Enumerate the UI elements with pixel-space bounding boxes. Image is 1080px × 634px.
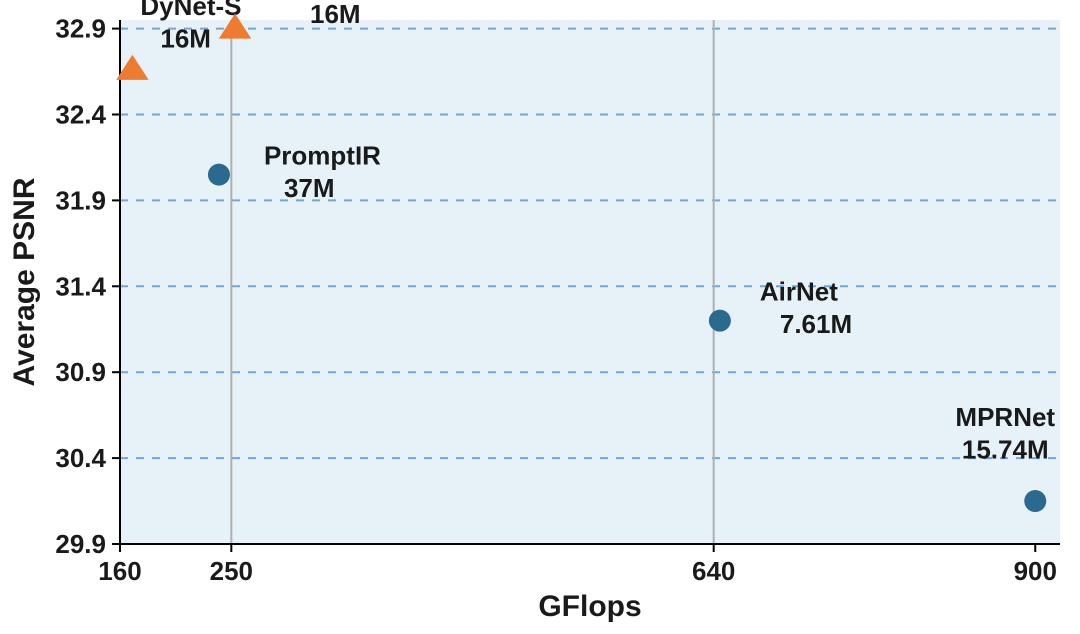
chart-container: 29.9 30.4 30.9 31.4 31.9 32.4 32.9 160 250 640 900… — [0, 0, 1080, 634]
point-name-label: DyNet-S — [140, 0, 241, 21]
plot-area — [120, 20, 1060, 544]
scatter-chart: 29.9 30.4 30.9 31.4 31.9 32.4 32.9 160 250 640 900… — [0, 0, 1080, 634]
point-params-label: 37M — [284, 173, 335, 203]
y-tick-label: 30.4 — [55, 443, 106, 473]
point-name-label: MPRNet — [955, 402, 1055, 432]
point-params-label: 7.61M — [780, 309, 852, 339]
point-circle — [709, 310, 731, 332]
y-tick-label: 32.4 — [55, 99, 106, 129]
x-tick-label: 900 — [1014, 556, 1057, 586]
y-tick-label: 32.9 — [55, 14, 106, 44]
y-axis-label: Average PSNR — [8, 177, 41, 386]
point-params-label: 15.74M — [962, 435, 1049, 465]
y-tick-label: 29.9 — [55, 529, 106, 559]
point-params-label: 16M — [160, 23, 211, 53]
x-axis-label: GFlops — [538, 590, 641, 623]
point-circle — [1024, 490, 1046, 512]
y-tick-label: 31.9 — [55, 185, 106, 215]
y-tick-label: 31.4 — [55, 271, 106, 301]
point-name-label: AirNet — [760, 277, 838, 307]
point-params-label: 16M — [310, 0, 361, 29]
y-tick-label: 30.9 — [55, 357, 106, 387]
x-tick-label: 250 — [210, 556, 253, 586]
x-tick-label: 640 — [692, 556, 735, 586]
point-circle — [208, 164, 230, 186]
point-name-label: PromptIR — [264, 141, 381, 171]
x-tick-label: 160 — [98, 556, 141, 586]
